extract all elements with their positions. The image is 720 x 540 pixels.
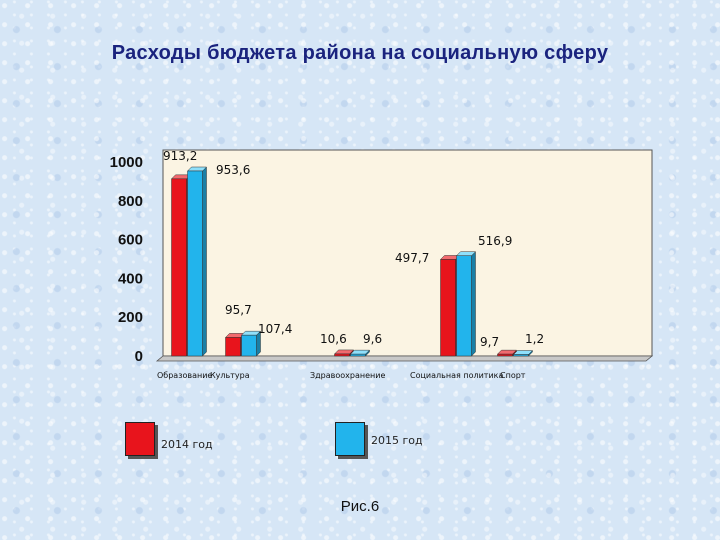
bar-2015-год-category-sport	[512, 349, 534, 357]
bar-2015-год-category-culture	[240, 330, 262, 357]
y-tick-label: 200	[118, 309, 143, 326]
y-tick-label: 800	[118, 193, 143, 210]
x-category-label: Образование	[157, 371, 212, 380]
y-tick-label: 1000	[110, 154, 143, 171]
figure-caption: Рис.6	[340, 498, 380, 515]
bar-2015-год-category-education	[186, 166, 208, 357]
legend-swatch-2014	[125, 422, 155, 456]
data-label: 516,9	[478, 234, 512, 248]
data-label: 913,2	[163, 149, 197, 163]
data-label: 1,2	[525, 332, 544, 346]
data-label: 107,4	[258, 322, 292, 336]
legend-label-2015: 2015 год	[371, 434, 423, 447]
legend-label-2014: 2014 год	[161, 438, 213, 451]
x-category-label: Социальная политика	[410, 371, 503, 380]
data-label: 953,6	[216, 163, 250, 177]
bar-2015-год-category-health	[349, 349, 371, 357]
legend-swatch-2015	[335, 422, 365, 456]
y-tick-label: 600	[118, 232, 143, 249]
plot-area	[162, 149, 653, 357]
x-category-label: Культура	[210, 371, 250, 380]
x-category-label: Здравоохранение	[310, 371, 385, 380]
x-category-label: Спорт	[500, 371, 526, 380]
y-tick-label: 0	[135, 348, 143, 365]
y-tick-label: 400	[118, 270, 143, 287]
data-label: 497,7	[395, 251, 429, 265]
data-label: 9,6	[363, 332, 382, 346]
bar-2015-год-category-social	[455, 251, 477, 357]
data-label: 95,7	[225, 303, 252, 317]
chart-title: Расходы бюджета района на социальную сфе…	[111, 42, 609, 64]
plot-floor	[155, 355, 654, 362]
data-label: 9,7	[480, 335, 499, 349]
data-label: 10,6	[320, 332, 347, 346]
